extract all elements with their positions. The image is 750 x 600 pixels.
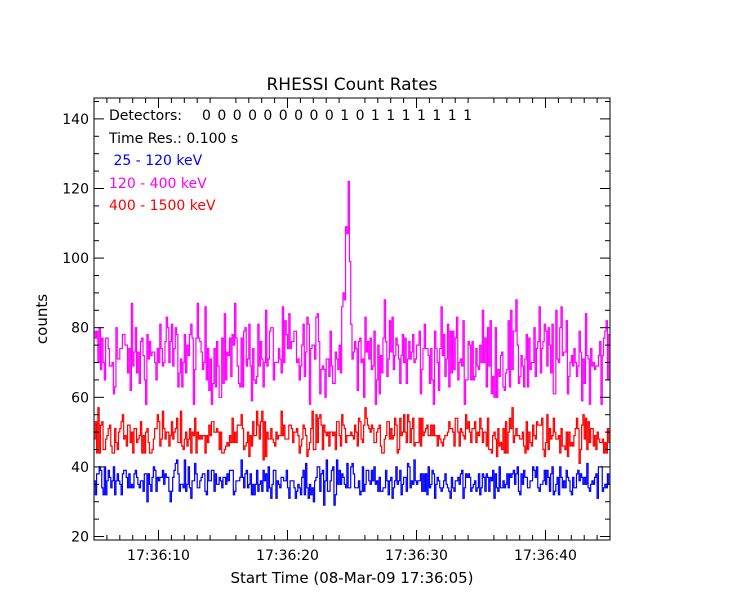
series-line-25-120keV [94, 459, 610, 506]
series-layer [94, 180, 610, 506]
y-tick-label: 20 [71, 530, 89, 546]
chart-title: RHESSI Count Rates [266, 75, 437, 95]
y-axis-label: counts [33, 294, 51, 344]
x-tick-label: 17:36:10 [127, 548, 190, 564]
y-tick-label: 40 [71, 460, 89, 476]
y-tick-label: 60 [71, 390, 89, 406]
detectors-value: 0 0 0 0 0 0 0 0 0 1 0 1 1 1 1 1 1 1 [202, 108, 472, 124]
y-tick-label: 120 [62, 181, 89, 197]
x-tick-label: 17:36:40 [514, 548, 577, 564]
axes-layer: 20 40 60 80 100 120 140 17:36:10 17:36:20 17:36:3… [62, 98, 610, 564]
time-resolution-label: Time Res.: 0.100 s [108, 131, 238, 147]
legend-entry-400-1500: 400 - 1500 keV [109, 198, 216, 214]
y-tick-label: 80 [71, 321, 89, 337]
series-line-400-1500keV [94, 407, 610, 465]
legend-entry-120-400: 120 - 400 keV [109, 176, 207, 192]
legend-entry-25-120: 25 - 120 keV [109, 153, 203, 169]
plot-frame [93, 97, 611, 541]
x-tick-label: 17:36:30 [385, 548, 448, 564]
y-tick-label: 140 [62, 112, 89, 128]
detectors-label: Detectors: [109, 108, 182, 124]
y-tick-label: 100 [62, 251, 89, 267]
series-line-120-400keV [94, 180, 610, 405]
x-axis-label: Start Time (08-Mar-09 17:36:05) [230, 569, 473, 587]
x-tick-label: 17:36:20 [256, 548, 319, 564]
